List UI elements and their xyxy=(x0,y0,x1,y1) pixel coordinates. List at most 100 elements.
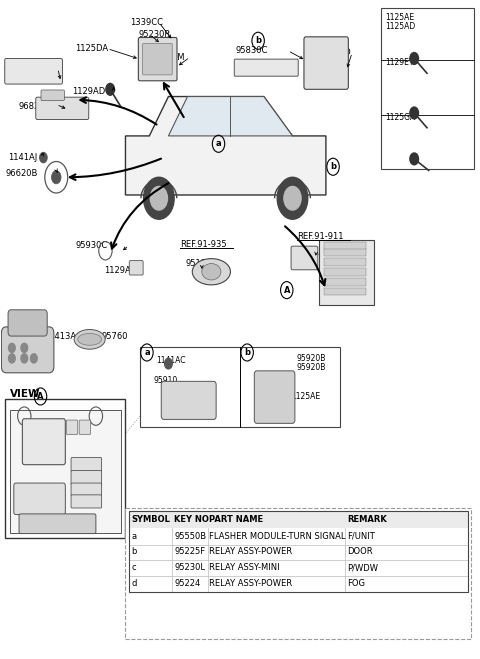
Circle shape xyxy=(106,84,115,96)
FancyBboxPatch shape xyxy=(14,483,65,515)
FancyBboxPatch shape xyxy=(324,248,366,256)
Text: 95413A: 95413A xyxy=(44,331,76,341)
Text: 95550B: 95550B xyxy=(174,532,206,541)
FancyBboxPatch shape xyxy=(324,242,366,250)
FancyBboxPatch shape xyxy=(19,514,96,534)
FancyBboxPatch shape xyxy=(161,382,216,419)
Text: 95910: 95910 xyxy=(153,376,178,385)
Text: REMARK: REMARK xyxy=(347,515,387,524)
Circle shape xyxy=(284,186,301,210)
Text: 95830C: 95830C xyxy=(235,46,268,55)
Text: 1125AE: 1125AE xyxy=(385,13,415,22)
Text: 1129AF: 1129AF xyxy=(104,266,136,275)
Circle shape xyxy=(21,354,28,363)
Text: b: b xyxy=(244,348,250,357)
Text: 1125AE: 1125AE xyxy=(291,392,321,401)
Text: 95800K: 95800K xyxy=(4,66,36,74)
Text: REF.91-935: REF.91-935 xyxy=(180,240,227,248)
Bar xyxy=(381,8,474,169)
FancyBboxPatch shape xyxy=(71,495,102,508)
Bar xyxy=(125,508,471,639)
Polygon shape xyxy=(168,96,292,136)
FancyBboxPatch shape xyxy=(1,327,54,373)
FancyBboxPatch shape xyxy=(319,240,373,304)
Bar xyxy=(140,347,340,426)
Text: KEY NO: KEY NO xyxy=(174,515,209,524)
Bar xyxy=(129,511,468,528)
Circle shape xyxy=(150,186,168,210)
Text: d: d xyxy=(131,579,137,588)
FancyBboxPatch shape xyxy=(71,483,102,496)
FancyBboxPatch shape xyxy=(36,97,89,119)
FancyBboxPatch shape xyxy=(304,37,348,90)
Text: 95401D: 95401D xyxy=(319,48,351,57)
Text: PART NAME: PART NAME xyxy=(209,515,264,524)
Circle shape xyxy=(410,53,419,65)
Circle shape xyxy=(410,153,419,165)
Text: d: d xyxy=(76,497,81,506)
Bar xyxy=(5,399,124,538)
FancyBboxPatch shape xyxy=(71,457,102,472)
Text: 1125DA: 1125DA xyxy=(75,44,108,53)
Text: a: a xyxy=(216,139,221,148)
Circle shape xyxy=(410,107,419,119)
Circle shape xyxy=(277,177,308,219)
FancyBboxPatch shape xyxy=(324,277,366,285)
Text: b: b xyxy=(255,36,261,45)
Text: 95760: 95760 xyxy=(102,331,128,341)
Text: 1129AD: 1129AD xyxy=(72,88,105,96)
FancyBboxPatch shape xyxy=(324,268,366,275)
Ellipse shape xyxy=(74,330,105,349)
FancyBboxPatch shape xyxy=(254,371,295,423)
Text: d: d xyxy=(76,485,81,494)
Text: 91961A: 91961A xyxy=(292,248,324,256)
FancyBboxPatch shape xyxy=(23,418,65,465)
FancyBboxPatch shape xyxy=(71,471,102,485)
Text: a: a xyxy=(41,437,48,447)
Circle shape xyxy=(9,354,15,363)
Text: SYMBOL: SYMBOL xyxy=(131,515,170,524)
Text: 95230L: 95230L xyxy=(174,563,205,572)
Text: 96620B: 96620B xyxy=(5,169,37,179)
Ellipse shape xyxy=(78,333,102,345)
Circle shape xyxy=(144,177,174,219)
FancyBboxPatch shape xyxy=(234,59,298,76)
Text: 1125GA: 1125GA xyxy=(385,113,416,122)
Bar xyxy=(10,409,120,533)
Text: P/WDW: P/WDW xyxy=(347,563,378,572)
FancyBboxPatch shape xyxy=(79,420,91,434)
Text: REF.91-911: REF.91-911 xyxy=(297,232,344,241)
FancyBboxPatch shape xyxy=(41,90,64,100)
FancyBboxPatch shape xyxy=(291,246,318,270)
Text: RELAY ASSY-POWER: RELAY ASSY-POWER xyxy=(209,548,293,556)
Text: 95230R: 95230R xyxy=(139,30,171,39)
Ellipse shape xyxy=(192,258,230,285)
Text: FLASHER MODULE-TURN SIGNAL: FLASHER MODULE-TURN SIGNAL xyxy=(209,532,346,541)
Text: A: A xyxy=(284,285,290,295)
FancyBboxPatch shape xyxy=(138,38,177,81)
Polygon shape xyxy=(125,96,326,195)
Text: 95401M: 95401M xyxy=(152,53,185,62)
Text: RELAY ASSY-POWER: RELAY ASSY-POWER xyxy=(209,579,293,588)
Text: F/UNIT: F/UNIT xyxy=(347,532,375,541)
Text: a: a xyxy=(131,532,136,541)
Text: 95110A: 95110A xyxy=(185,260,217,268)
Text: FOG: FOG xyxy=(347,579,365,588)
FancyBboxPatch shape xyxy=(324,258,366,266)
Text: 1141AC: 1141AC xyxy=(156,357,186,366)
Text: b: b xyxy=(330,162,336,171)
Text: 1141AJ: 1141AJ xyxy=(9,153,38,162)
Ellipse shape xyxy=(202,264,221,280)
Text: 95225F: 95225F xyxy=(174,548,205,556)
Text: 96820: 96820 xyxy=(18,102,45,111)
Text: a: a xyxy=(144,348,150,357)
FancyBboxPatch shape xyxy=(5,59,62,84)
Text: RELAY ASSY-MINI: RELAY ASSY-MINI xyxy=(209,563,280,572)
Text: 1125AD: 1125AD xyxy=(385,22,416,32)
FancyBboxPatch shape xyxy=(8,310,47,336)
Text: A: A xyxy=(37,392,44,401)
Circle shape xyxy=(31,354,37,363)
Circle shape xyxy=(39,152,47,163)
Text: b: b xyxy=(76,473,81,482)
Text: 95920B: 95920B xyxy=(296,363,326,372)
